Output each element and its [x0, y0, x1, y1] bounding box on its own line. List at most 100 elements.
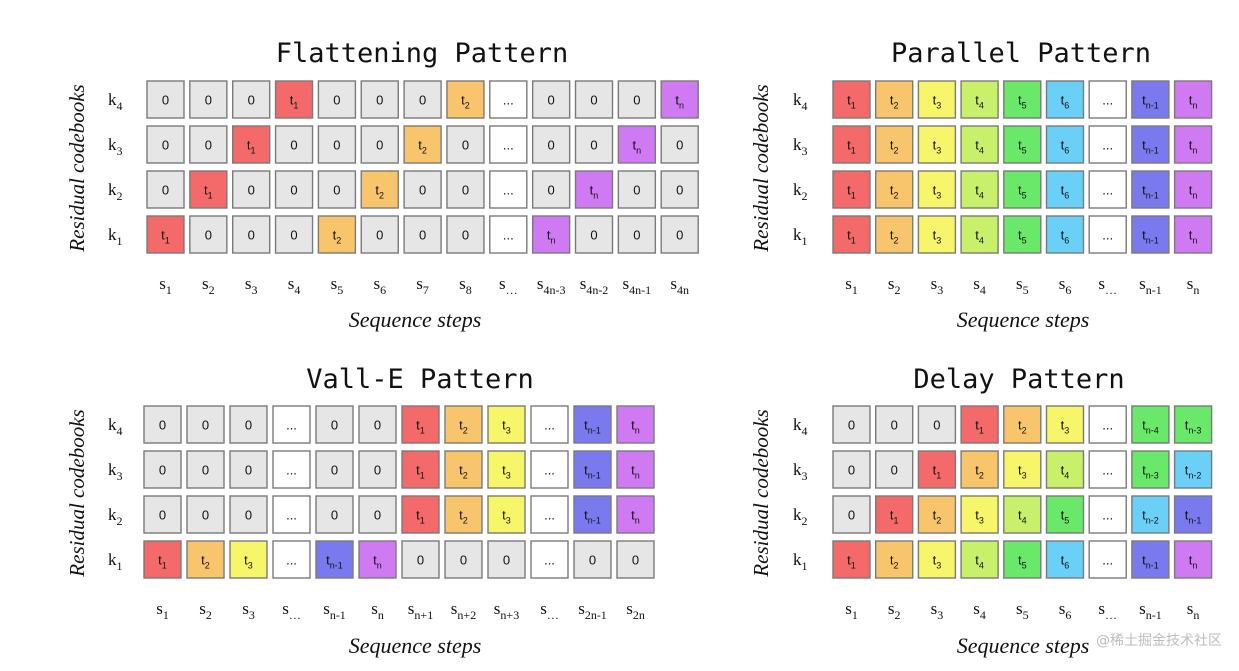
cell-valle-r3-c9: ... [530, 540, 569, 579]
cell-value: t3 [502, 508, 511, 526]
cell-parallel-r1-c3: t4 [960, 125, 999, 164]
cell-value: t1 [416, 418, 425, 436]
cell-value: t2 [459, 463, 468, 481]
cell-value: t2 [890, 183, 899, 201]
cell-value: 0 [162, 183, 169, 198]
cell-value: ... [1102, 138, 1113, 153]
cell-flattening-r0-c12: tn [660, 80, 699, 119]
cell-value: 0 [248, 183, 255, 198]
cell-parallel-r1-c7: tn-1 [1131, 125, 1170, 164]
cell-flattening-r1-c4: 0 [317, 125, 357, 164]
cell-value: t2 [890, 228, 899, 246]
column-label-s…: s… [1098, 274, 1117, 297]
cell-value: t2 [201, 553, 210, 571]
panel-title: Vall-E Pattern [306, 364, 534, 395]
cell-value: 0 [460, 553, 467, 568]
cell-valle-r3-c1: t2 [186, 540, 225, 579]
cell-value: 0 [676, 138, 683, 153]
cell-value: 0 [548, 183, 555, 198]
cell-delay-r1-c7: tn-3 [1131, 450, 1170, 489]
cell-value: tn [547, 228, 556, 246]
cell-parallel-r3-c7: tn-1 [1131, 215, 1170, 254]
row-label-k3: k3 [793, 460, 808, 483]
cell-value: t4 [1018, 508, 1027, 526]
cell-value: t6 [1061, 138, 1070, 156]
column-label-s3: s3 [242, 599, 255, 622]
cell-value: t1 [847, 228, 856, 246]
cell-value: t1 [204, 183, 213, 201]
cell-value: 0 [462, 228, 469, 243]
parallel-pattern-panel: Parallel Pattern Residual codebooks Sequen… [749, 38, 1213, 332]
column-label-s4: s4 [973, 599, 986, 622]
cell-value: 0 [419, 183, 426, 198]
column-label-s6: s6 [1059, 599, 1072, 622]
cell-value: 0 [891, 418, 898, 433]
column-label-s1: s1 [845, 274, 858, 297]
cell-valle-r1-c9: ... [530, 450, 569, 489]
cell-flattening-r2-c10: tn [574, 170, 614, 209]
cell-value: 0 [333, 138, 340, 153]
delay-pattern-panel: Delay Pattern Residual codebooks Sequence … [749, 364, 1213, 658]
cell-flattening-r3-c11: 0 [617, 215, 657, 254]
cell-value: t2 [418, 138, 427, 156]
cell-value: t2 [459, 418, 468, 436]
cell-value: t1 [933, 463, 942, 481]
cell-value: t3 [933, 138, 942, 156]
cell-value: tn-1 [1142, 183, 1159, 201]
cell-parallel-r1-c0: t1 [832, 125, 871, 164]
cell-value: 0 [891, 463, 898, 478]
cell-delay-r2-c8: tn-1 [1173, 495, 1213, 534]
cell-valle-r2-c9: ... [530, 495, 569, 534]
cell-valle-r2-c6: t1 [401, 495, 440, 534]
cell-parallel-r1-c8: tn [1173, 125, 1213, 164]
cell-delay-r3-c7: tn-1 [1131, 540, 1170, 579]
cell-valle-r0-c9: ... [530, 405, 569, 444]
cell-valle-r0-c3: ... [272, 405, 311, 444]
cell-flattening-r2-c2: 0 [231, 170, 271, 209]
column-label-s6: s6 [373, 274, 386, 297]
cell-valle-r0-c8: t3 [487, 405, 526, 444]
cell-valle-r2-c11: tn [616, 495, 655, 534]
column-label-s7: s7 [416, 274, 429, 297]
cell-value: ... [503, 93, 514, 108]
column-label-sn+1: sn+1 [408, 599, 433, 622]
cell-value: 0 [417, 553, 424, 568]
cell-delay-r0-c6: ... [1088, 405, 1127, 444]
cell-value: 0 [548, 93, 555, 108]
cell-value: tn [1189, 93, 1198, 111]
column-label-s3: s3 [931, 599, 944, 622]
cell-value: t5 [1018, 138, 1027, 156]
cell-valle-r1-c8: t3 [487, 450, 526, 489]
cell-value: tn-3 [1142, 463, 1159, 481]
cell-value: 0 [374, 463, 381, 478]
cell-value: 0 [933, 418, 940, 433]
cell-value: 0 [676, 183, 683, 198]
cell-valle-r3-c7: 0 [444, 540, 483, 579]
cell-delay-r1-c0: 0 [832, 450, 871, 489]
cell-value: t2 [375, 183, 384, 201]
cell-value: t1 [847, 93, 856, 111]
cell-delay-r1-c3: t2 [960, 450, 999, 489]
cell-value: ... [1102, 93, 1113, 108]
cell-valle-r3-c5: tn [358, 540, 397, 579]
cell-parallel-r2-c2: t3 [917, 170, 957, 209]
cell-value: t1 [158, 553, 167, 571]
cell-delay-r3-c1: t2 [875, 540, 914, 579]
cell-value: 0 [589, 553, 596, 568]
cell-flattening-r1-c1: 0 [189, 125, 228, 164]
cell-flattening-r0-c5: 0 [360, 80, 399, 119]
valle-pattern-panel: Vall-E Pattern Residual codebooks Sequence… [65, 364, 655, 658]
cell-value: 0 [419, 228, 426, 243]
cell-parallel-r1-c6: ... [1088, 125, 1127, 164]
cell-value: tn [373, 553, 382, 571]
cell-value: t3 [502, 418, 511, 436]
cell-value: ... [503, 183, 514, 198]
cell-flattening-r3-c0: t1 [146, 215, 185, 254]
row-label-k4: k4 [793, 90, 808, 113]
cell-flattening-r3-c2: 0 [231, 215, 271, 254]
column-label-s1: s1 [159, 274, 172, 297]
cell-flattening-r0-c3: t1 [274, 80, 314, 119]
cell-value: 0 [462, 183, 469, 198]
cell-flattening-r1-c0: 0 [146, 125, 185, 164]
cell-parallel-r2-c8: tn [1173, 170, 1213, 209]
